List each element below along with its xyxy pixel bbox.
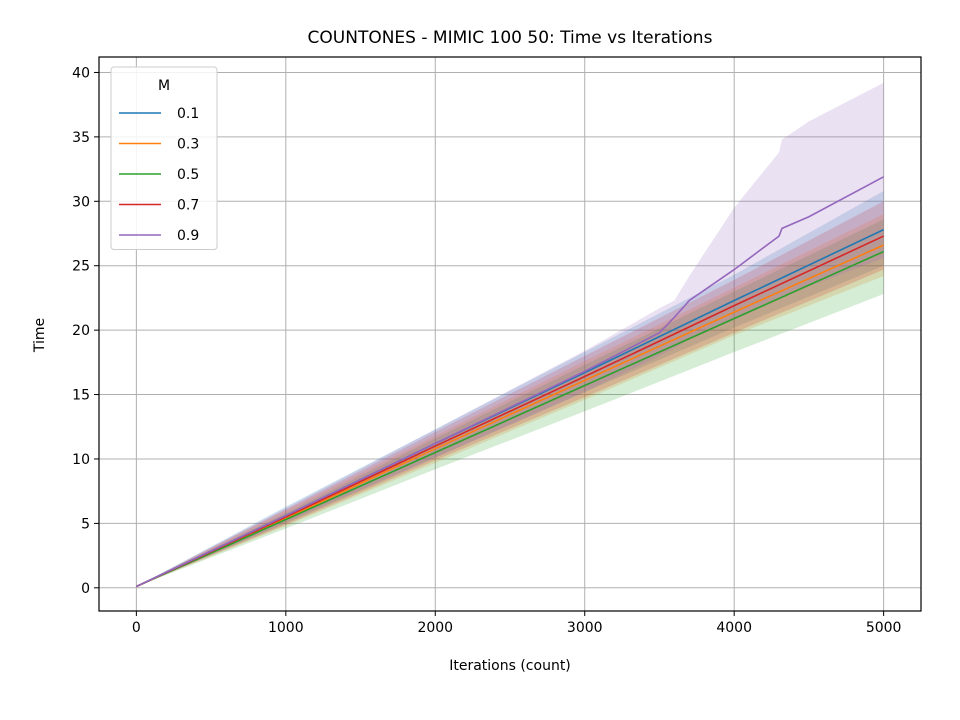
- series-line: [136, 244, 884, 588]
- x-tick-label: 2000: [417, 620, 453, 636]
- series-line: [136, 250, 884, 588]
- series-band: [136, 214, 884, 587]
- x-tick-label: 4000: [716, 620, 752, 636]
- x-axis-label: Iterations (count): [449, 658, 571, 674]
- x-tick-label: 5000: [866, 620, 902, 636]
- legend-box: [110, 66, 218, 250]
- series-band: [136, 82, 884, 587]
- y-tick-label: 30: [72, 194, 90, 210]
- legend: M 0.1 0.3 0.5 0.7 0.9: [110, 66, 218, 250]
- series-layer: [136, 82, 885, 588]
- series-band: [136, 219, 884, 587]
- y-tick-label: 25: [72, 259, 90, 275]
- series-line: [136, 235, 884, 588]
- plot-frame: [98, 56, 922, 612]
- series-band: [136, 190, 884, 587]
- x-tick-label: 0: [132, 620, 141, 636]
- y-tick-label: 10: [72, 452, 90, 468]
- legend-label: 0.9: [177, 228, 199, 244]
- y-tick-label: 40: [72, 65, 90, 81]
- x-tick-label: 3000: [567, 620, 603, 636]
- y-tick-label: 5: [81, 516, 90, 532]
- legend-title: M: [158, 78, 170, 94]
- chart-title: COUNTONES - MIMIC 100 50: Time vs Iterat…: [308, 28, 713, 48]
- y-tick-label: 15: [72, 388, 90, 404]
- legend-label: 0.1: [177, 106, 199, 122]
- legend-label: 0.7: [177, 198, 199, 214]
- series-band: [136, 201, 884, 587]
- legend-label: 0.5: [177, 167, 199, 183]
- y-axis-label: Time: [32, 318, 48, 353]
- y-tick-label: 20: [72, 323, 90, 339]
- y-tick-label: 0: [81, 581, 90, 597]
- series-line: [136, 176, 885, 588]
- y-tick-label: 35: [72, 130, 90, 146]
- legend-label: 0.3: [177, 137, 199, 153]
- x-tick-label: 1000: [268, 620, 304, 636]
